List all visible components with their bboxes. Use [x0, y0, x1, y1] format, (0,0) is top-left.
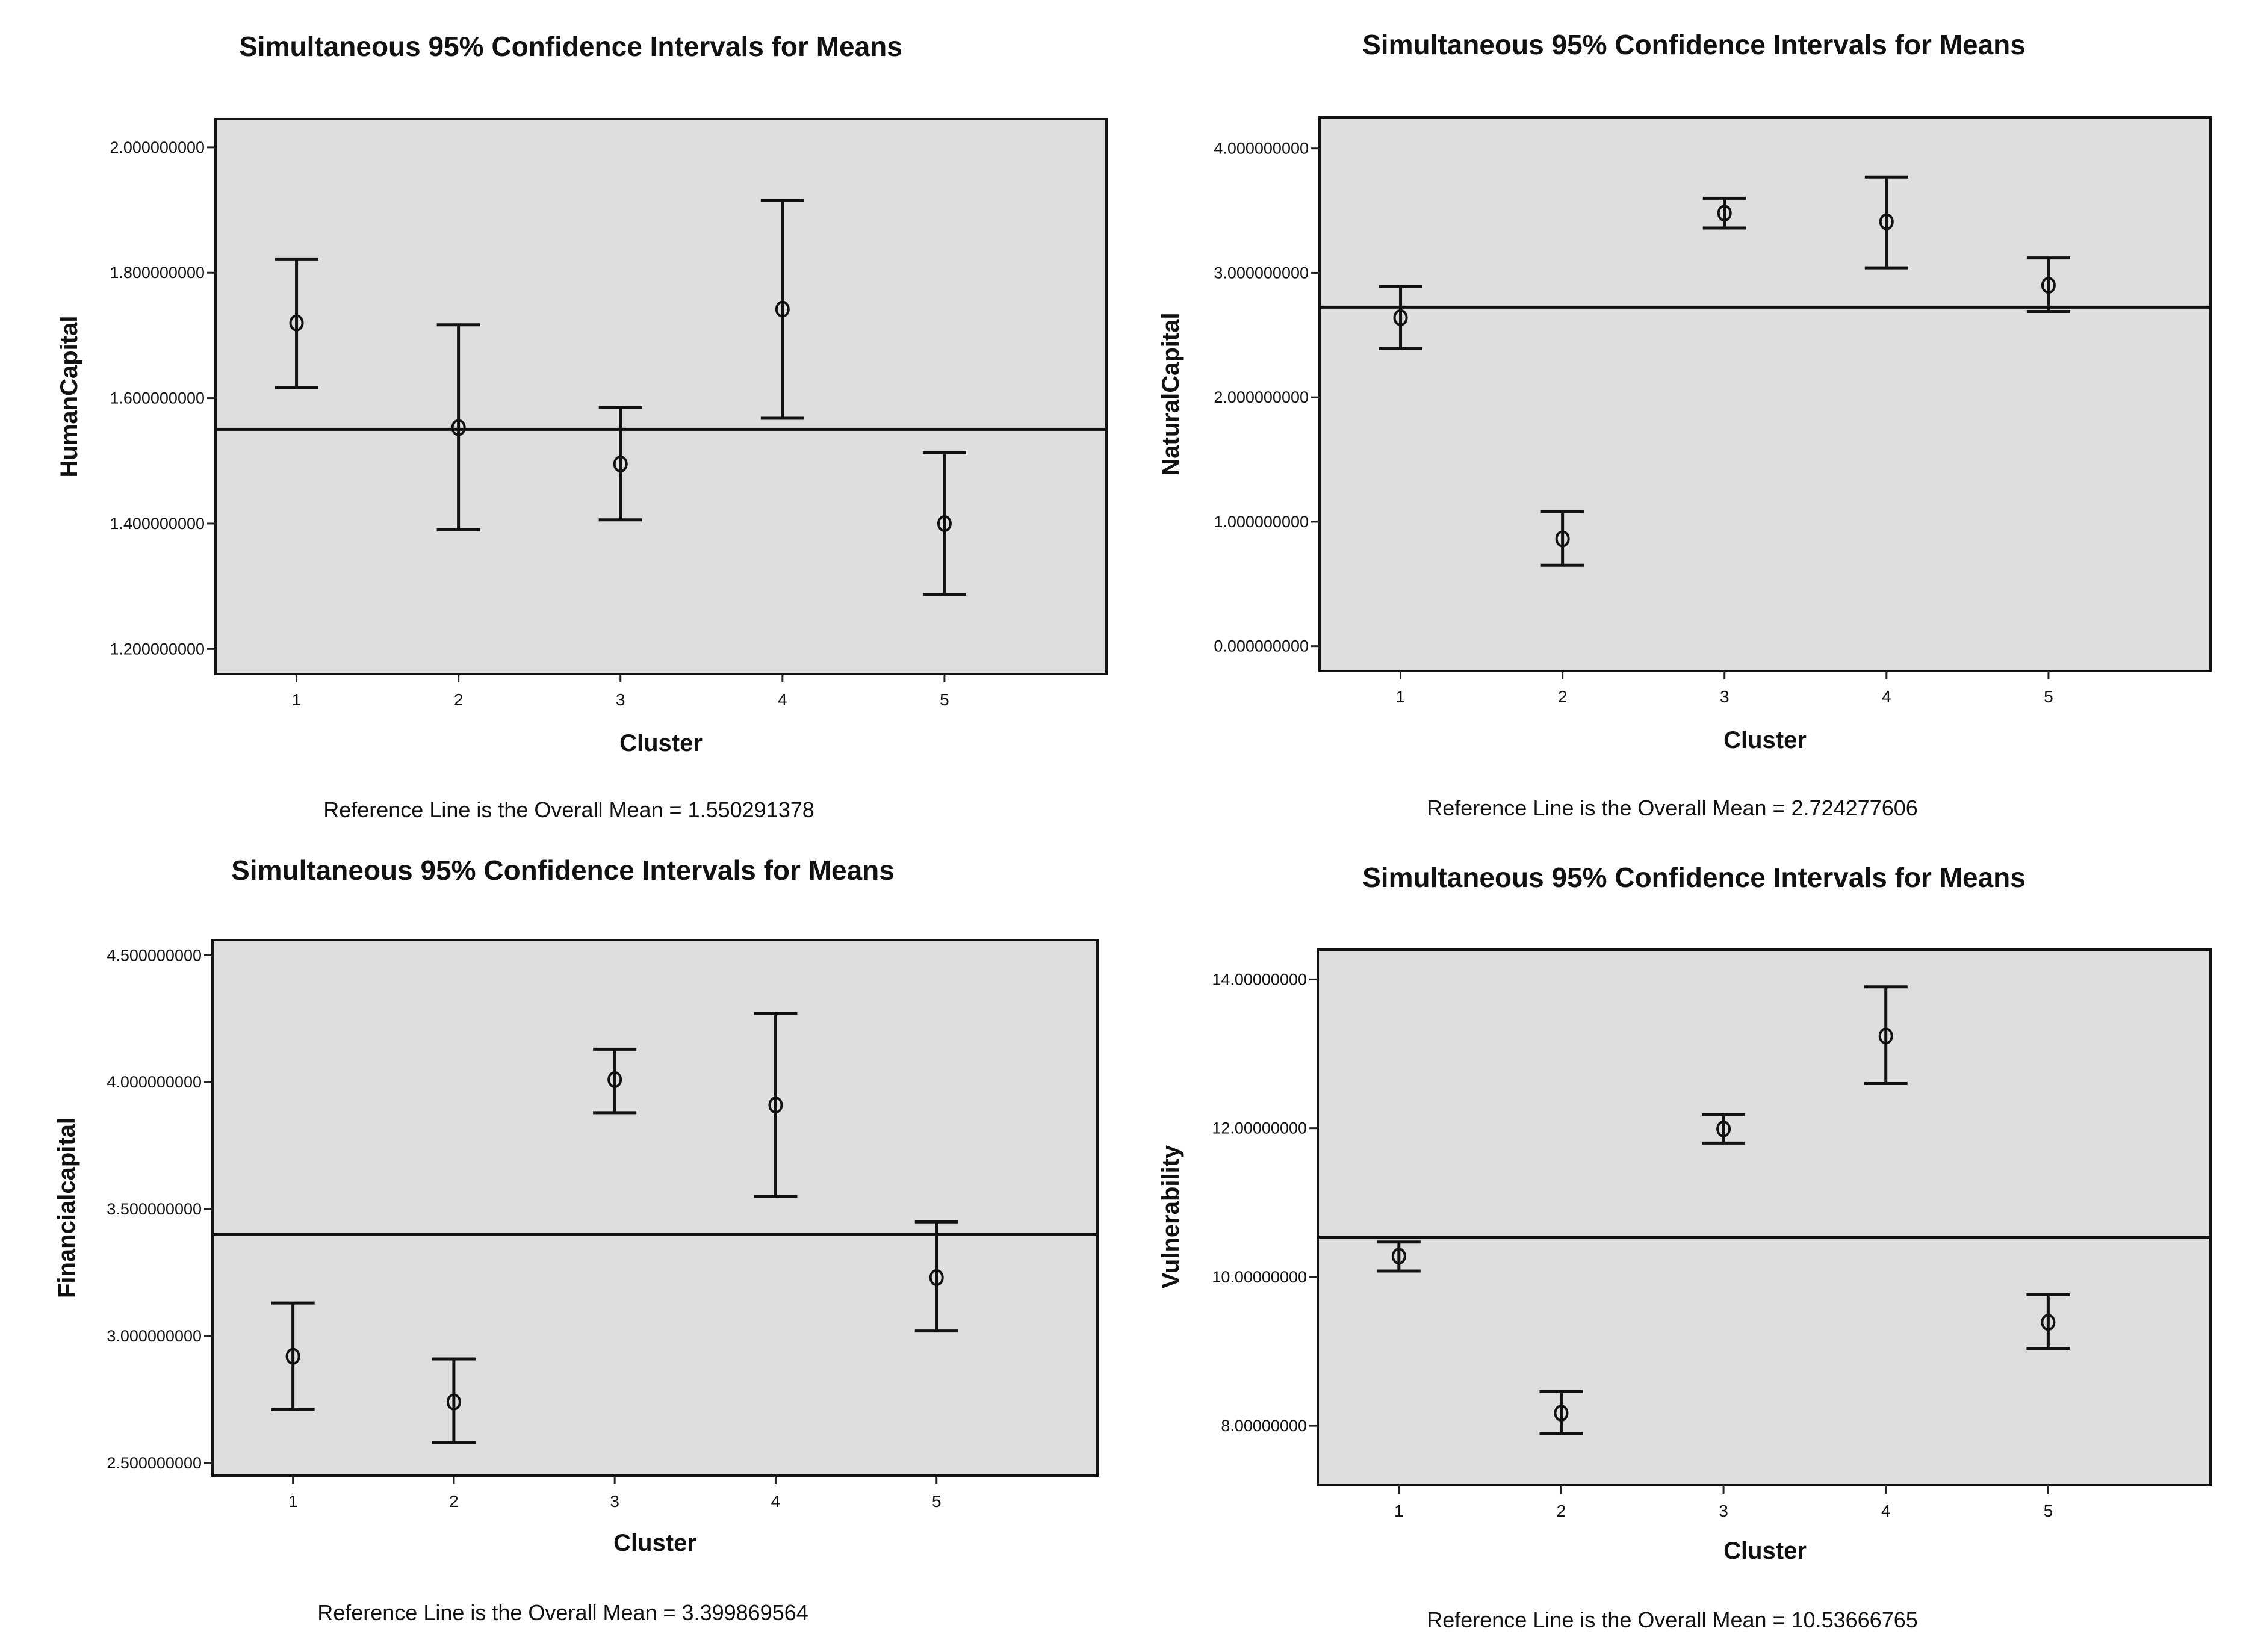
mean-marker — [1393, 309, 1408, 326]
mean-marker — [1717, 205, 1732, 222]
chart-title: Simultaneous 95% Confidence Intervals fo… — [1362, 29, 2026, 60]
y-axis-title: Vulnerability — [1158, 1145, 1184, 1288]
y-tick-label: 8.00000000 — [1221, 1417, 1307, 1435]
x-tick-label: 5 — [2044, 687, 2053, 706]
reference-line-note: Reference Line is the Overall Mean = 2.7… — [1427, 796, 1918, 820]
x-tick-label: 4 — [1881, 1502, 1891, 1520]
plot-area — [214, 118, 1108, 675]
y-tick-label: 4.500000000 — [107, 946, 202, 964]
chart-panel-vulnerability: Simultaneous 95% Confidence Intervals fo… — [1123, 826, 2246, 1651]
x-tick-label: 2 — [449, 1492, 459, 1511]
x-tick-label: 5 — [932, 1492, 942, 1511]
x-tick-label: 4 — [1882, 687, 1891, 706]
reference-line-note: Reference Line is the Overall Mean = 3.3… — [317, 1600, 808, 1625]
mean-marker — [1878, 1027, 1893, 1045]
y-axis: 8.00000000 10.00000000 12.00000000 14.00000… — [1212, 970, 1318, 1435]
x-tick-label: 4 — [778, 690, 787, 709]
y-tick-label: 12.00000000 — [1212, 1119, 1307, 1137]
plot-area — [211, 939, 1099, 1477]
x-axis-title: Cluster — [1723, 1538, 1807, 1564]
x-tick-label: 3 — [1719, 1502, 1728, 1520]
mean-marker — [1554, 1405, 1569, 1422]
mean-marker — [768, 1097, 783, 1114]
y-tick-label: 1.400000000 — [110, 515, 205, 533]
x-tick-label: 1 — [288, 1492, 298, 1511]
x-axis-title: Cluster — [619, 730, 703, 756]
plot-area — [1318, 116, 2212, 672]
plot-area — [1317, 948, 2212, 1486]
x-axis: 1 2 3 4 5 — [288, 1476, 942, 1511]
x-axis-title: Cluster — [1723, 727, 1807, 753]
y-axis: 1.200000000 1.400000000 1.600000000 1.80000… — [110, 138, 216, 658]
y-tick-label: 4.000000000 — [1214, 140, 1309, 158]
y-axis-title: HumanCapital — [56, 316, 82, 478]
x-tick-label: 3 — [616, 690, 625, 709]
mean-marker — [451, 419, 466, 436]
mean-marker — [2041, 1314, 2056, 1331]
y-axis: 0.000000000 1.000000000 2.000000000 3.00000… — [1214, 140, 1320, 655]
y-tick-label: 2.000000000 — [110, 138, 205, 156]
y-tick-label: 3.000000000 — [107, 1327, 202, 1345]
x-tick-label: 1 — [292, 690, 302, 709]
error-bars — [216, 199, 1106, 596]
x-tick-label: 3 — [610, 1492, 619, 1511]
x-tick-label: 3 — [1720, 687, 1729, 706]
chart-svg: Simultaneous 95% Confidence Intervals fo… — [56, 31, 1108, 822]
y-tick-label: 2.000000000 — [1214, 388, 1309, 406]
mean-marker — [775, 300, 790, 318]
y-tick-label: 3.000000000 — [1214, 264, 1309, 282]
chart-title: Simultaneous 95% Confidence Intervals fo… — [1362, 862, 2026, 893]
y-tick-label: 1.000000000 — [1214, 513, 1309, 531]
y-tick-label: 1.200000000 — [110, 640, 205, 658]
y-axis: 2.500000000 3.000000000 3.500000000 4.00000… — [107, 946, 213, 1472]
y-tick-label: 1.800000000 — [110, 264, 205, 282]
x-axis: 1 2 3 4 5 — [1394, 1485, 2053, 1520]
reference-line-note: Reference Line is the Overall Mean = 1.5… — [323, 797, 814, 822]
mean-marker — [613, 455, 628, 472]
mean-marker — [289, 314, 304, 332]
mean-marker — [2041, 277, 2056, 294]
mean-marker — [1391, 1248, 1406, 1265]
x-axis: 1 2 3 4 5 — [292, 674, 949, 709]
x-tick-label: 1 — [1396, 687, 1406, 706]
y-axis-title: NaturalCapital — [1158, 312, 1184, 475]
y-tick-label: 0.000000000 — [1214, 637, 1309, 655]
y-axis-title: Financialcapital — [54, 1118, 80, 1298]
mean-marker — [929, 1269, 944, 1286]
x-tick-label: 2 — [1557, 1502, 1566, 1520]
error-bars — [1318, 985, 2210, 1435]
y-tick-label: 1.600000000 — [110, 389, 205, 407]
mean-marker — [937, 515, 952, 532]
chart-title: Simultaneous 95% Confidence Intervals fo… — [231, 855, 895, 886]
y-tick-label: 3.500000000 — [107, 1200, 202, 1218]
mean-marker — [1879, 213, 1894, 230]
mean-marker — [1555, 530, 1570, 548]
x-tick-label: 1 — [1394, 1502, 1404, 1520]
chart-svg: Simultaneous 95% Confidence Intervals fo… — [54, 855, 1099, 1625]
chart-panel-human-capital: Simultaneous 95% Confidence Intervals fo… — [0, 0, 1123, 826]
chart-svg: Simultaneous 95% Confidence Intervals fo… — [1158, 29, 2212, 820]
mean-marker — [285, 1347, 300, 1365]
error-bars — [1320, 175, 2210, 567]
x-tick-label: 2 — [1558, 687, 1568, 706]
reference-line-note: Reference Line is the Overall Mean = 10.… — [1427, 1607, 1918, 1632]
chart-title: Simultaneous 95% Confidence Intervals fo… — [239, 31, 902, 62]
y-tick-label: 4.000000000 — [107, 1073, 202, 1091]
y-tick-label: 10.00000000 — [1212, 1268, 1307, 1286]
mean-marker — [607, 1071, 622, 1088]
chart-panel-natural-capital: Simultaneous 95% Confidence Intervals fo… — [1123, 0, 2246, 826]
x-axis-title: Cluster — [613, 1530, 696, 1556]
chart-panel-financial-capital: Simultaneous 95% Confidence Intervals fo… — [0, 826, 1123, 1651]
chart-svg: Simultaneous 95% Confidence Intervals fo… — [1158, 862, 2212, 1632]
x-tick-label: 5 — [940, 690, 949, 709]
mean-marker — [446, 1393, 461, 1411]
y-tick-label: 2.500000000 — [107, 1454, 202, 1472]
y-tick-label: 14.00000000 — [1212, 970, 1307, 988]
x-tick-label: 2 — [454, 690, 464, 709]
error-bars — [213, 1012, 1097, 1444]
x-axis: 1 2 3 4 5 — [1396, 671, 2053, 706]
mean-marker — [1716, 1120, 1731, 1137]
x-tick-label: 4 — [771, 1492, 781, 1511]
x-tick-label: 5 — [2044, 1502, 2053, 1520]
